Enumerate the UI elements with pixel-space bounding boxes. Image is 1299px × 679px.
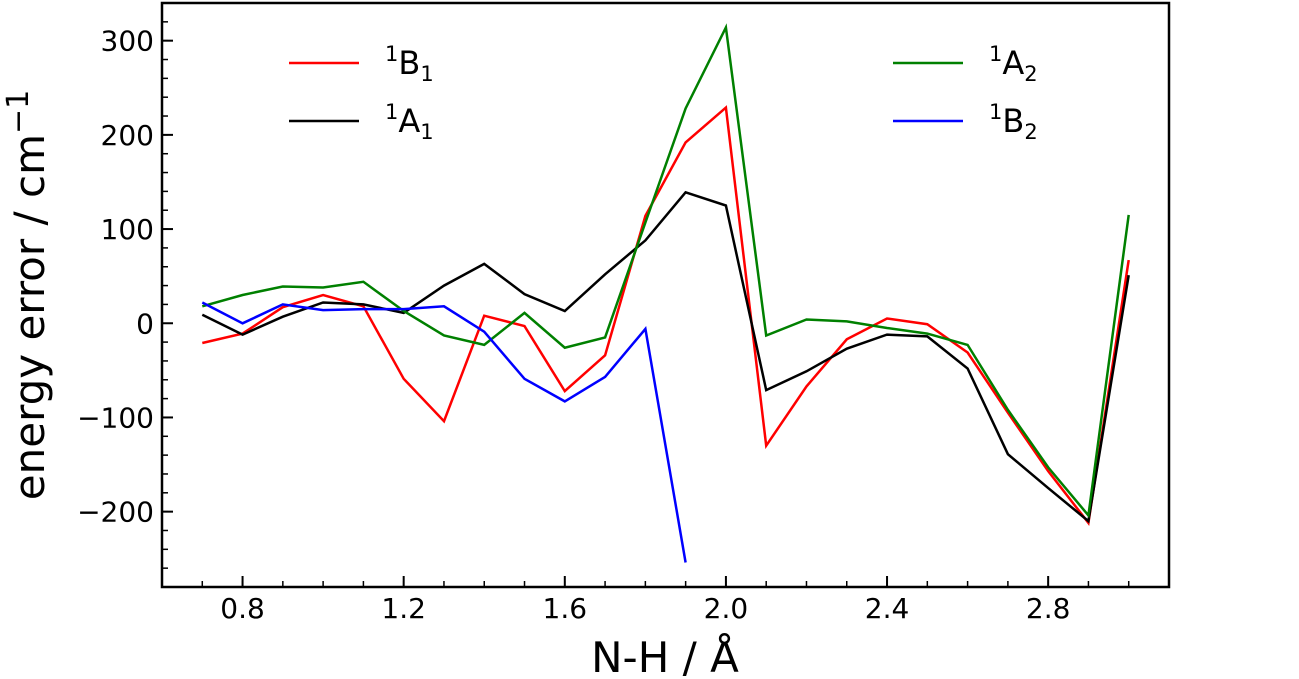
y-axis-title: energy error / cm−1 <box>1 90 54 500</box>
x-axis-title: N-H / Å <box>591 632 739 679</box>
major-ticks <box>162 39 1050 587</box>
series-line-1a1 <box>201 190 1130 524</box>
x-tick-label: 1.6 <box>543 592 588 625</box>
y-tick-label: 0 <box>136 307 154 340</box>
y-tick-label: 300 <box>101 25 154 58</box>
legend: 1B1 1A1 1A2 1B2 <box>289 42 1038 144</box>
legend-label: 1A1 <box>385 100 434 144</box>
y-tick-label: −100 <box>77 401 154 434</box>
legend-entry-1a2: 1A2 <box>893 42 1038 86</box>
x-tick-label: 2.4 <box>865 592 910 625</box>
y-tick-label: 100 <box>101 213 154 246</box>
series-lines <box>201 23 1130 563</box>
legend-label: 1B1 <box>385 42 434 86</box>
plot-frame <box>160 1 1171 589</box>
y-tick-label: 200 <box>101 119 154 152</box>
y-axis-title-main: energy error / cm <box>5 134 54 500</box>
x-tick-label: 0.8 <box>220 592 265 625</box>
minor-ticks <box>161 2 1170 588</box>
series-line-1b2 <box>201 301 687 563</box>
y-tick-labels: −200 −100 0 100 200 300 <box>77 25 154 529</box>
x-tick-label: 2.0 <box>704 592 749 625</box>
x-tick-label: 1.2 <box>381 592 426 625</box>
series-line-1b1 <box>202 105 1130 526</box>
x-tick-labels: 0.8 1.2 1.6 2.0 2.4 2.8 <box>220 592 1070 625</box>
y-axis-title-superscript: −1 <box>1 90 36 134</box>
legend-label: 1A2 <box>989 42 1038 86</box>
y-tick-label: −200 <box>77 496 154 529</box>
x-tick-label: 2.8 <box>1026 592 1071 625</box>
legend-entry-1a1: 1A1 <box>289 100 434 144</box>
legend-label: 1B2 <box>989 100 1038 144</box>
series-line-1a2 <box>201 23 1130 519</box>
legend-entry-1b2: 1B2 <box>893 100 1038 144</box>
legend-entry-1b1: 1B1 <box>289 42 434 86</box>
